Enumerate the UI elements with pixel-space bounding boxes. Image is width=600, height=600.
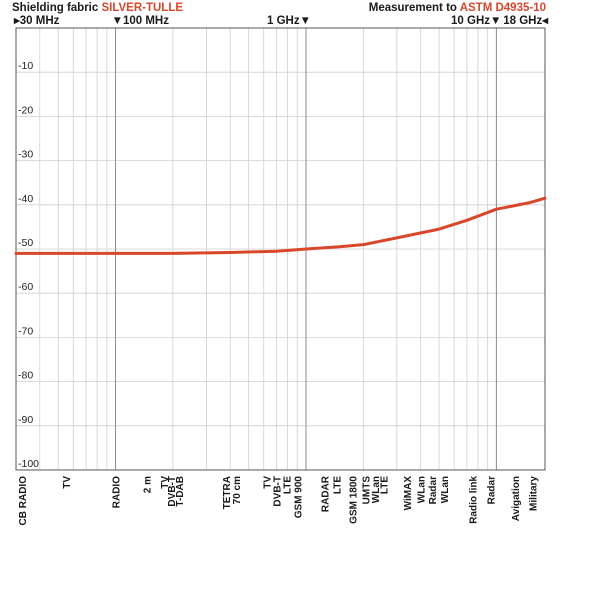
band-label: T-DAB [175, 476, 186, 507]
y-tick-label: -10 [18, 60, 33, 72]
band-label: WLan [371, 476, 382, 503]
header-left-prefix: Shielding fabric [12, 2, 101, 14]
band-label: 2 m [142, 476, 153, 493]
band-label: RADIO [112, 476, 123, 508]
band-label: LTE [283, 476, 294, 494]
band-label: TETRA [222, 476, 233, 509]
y-tick-label: -80 [18, 370, 33, 382]
band-label: LTE [379, 476, 390, 494]
band-label: TV [262, 476, 273, 489]
band-label: Radar [428, 476, 439, 504]
freq-marker: 10 GHz▼ [451, 15, 501, 27]
band-label: GSM 900 [293, 476, 304, 519]
band-label: WLan [417, 476, 428, 503]
freq-marker: 1 GHz▼ [267, 15, 311, 27]
band-label: Avigation [511, 476, 522, 521]
band-label: CB RADIO [18, 476, 29, 526]
freq-marker: 18 GHz◂ [503, 15, 549, 27]
band-label: WiMAX [403, 476, 414, 511]
y-axis-ticks: -10 -20 -30 -40 -50 -60 -70 -80 -90 -100 [18, 60, 39, 470]
band-label: WLan [440, 476, 451, 503]
y-tick-label: -70 [18, 325, 33, 337]
grid [15, 27, 546, 471]
header-left: Shielding fabric SILVER-TULLE [12, 2, 183, 14]
band-label: Radio link [469, 476, 480, 524]
header-right-accent: ASTM D4935-10 [460, 2, 546, 14]
band-label: DVB-T [273, 476, 284, 507]
y-tick-label: -90 [18, 414, 33, 426]
band-label: Military [529, 476, 540, 511]
y-tick-label: -60 [18, 281, 33, 293]
band-label: 70 cm [232, 476, 243, 504]
band-label: DVB-T [167, 476, 178, 507]
y-tick-label: -30 [18, 149, 33, 161]
series-layer [14, 196, 547, 255]
series-line [14, 196, 547, 255]
freq-marker: ▼100 MHz [112, 15, 170, 27]
y-tick-label: -100 [18, 458, 39, 470]
y-tick-label: -40 [18, 193, 33, 205]
band-label: TV [160, 476, 171, 489]
band-label: Radar [486, 476, 497, 504]
band-label: UMTS [361, 476, 372, 505]
header-right-prefix: Measurement to [369, 2, 460, 14]
y-tick-label: -20 [18, 104, 33, 116]
band-label: TV [62, 476, 73, 489]
frequency-markers: ▸30 MHz ▼100 MHz 1 GHz▼ 10 GHz▼ 18 GHz◂ [13, 15, 549, 27]
freq-marker: ▸30 MHz [13, 15, 60, 27]
band-label: RADAR [320, 475, 331, 512]
plot-frame [15, 27, 546, 471]
header-right: Measurement to ASTM D4935-10 [369, 2, 546, 14]
band-label: GSM 1800 [348, 476, 359, 524]
band-label: LTE [333, 476, 344, 494]
y-tick-label: -50 [18, 237, 33, 249]
header-left-accent: SILVER-TULLE [101, 2, 183, 14]
